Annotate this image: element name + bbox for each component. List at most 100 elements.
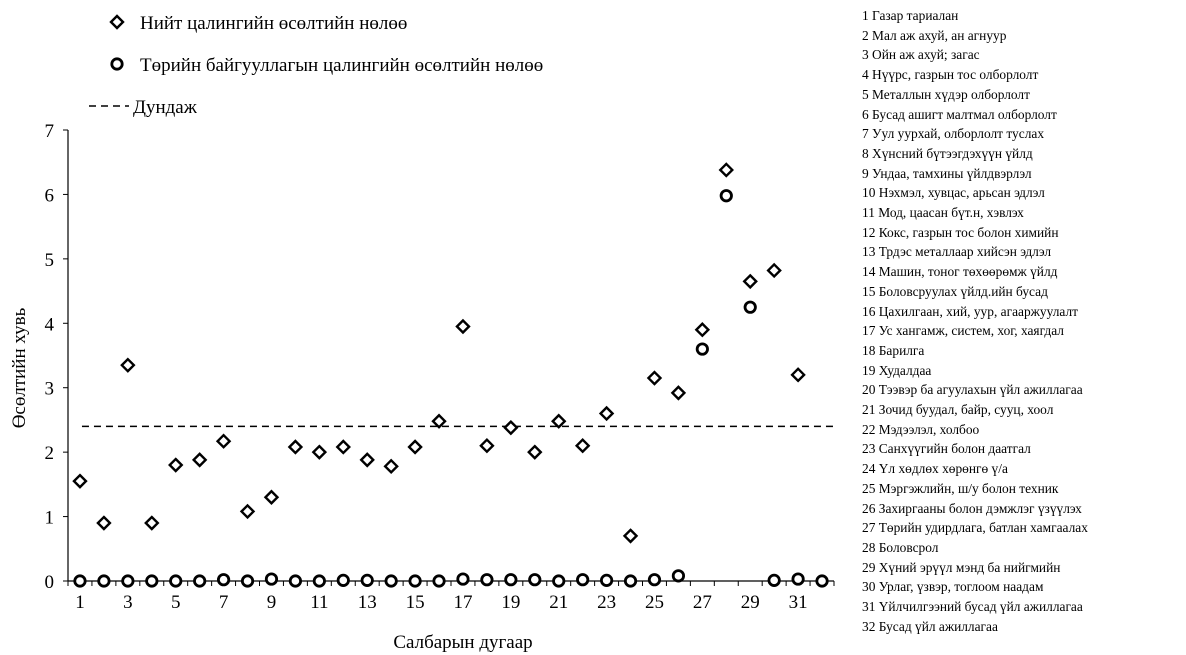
- sector-item: 20 Тээвэр ба агуулахын үйл ажиллагаа: [862, 382, 1083, 398]
- legend-circle-icon: [110, 57, 124, 71]
- y-tick-label: 1: [45, 508, 55, 529]
- y-tick-label: 5: [45, 250, 55, 271]
- circle-point: [504, 573, 518, 587]
- circle-point: [240, 574, 255, 588]
- circle-point: [169, 574, 183, 588]
- circle-point: [145, 574, 159, 588]
- circle-point: [336, 573, 350, 587]
- sector-item: 10 Нэхмэл, хувцас, арьсан эдлэл: [862, 185, 1045, 201]
- x-tick-label: 3: [123, 592, 133, 613]
- sector-item: 28 Боловсрол: [862, 539, 939, 555]
- sector-item: 6 Бусад ашигт малтмал олборлолт: [862, 106, 1057, 122]
- diamond-point: [144, 515, 160, 531]
- circle-point: [528, 573, 542, 587]
- circle-point: [671, 569, 686, 583]
- circle-point: [264, 572, 279, 586]
- diamond-point: [527, 444, 543, 460]
- circle-point: [384, 574, 398, 588]
- diamond-point: [215, 433, 232, 449]
- circle-point: [815, 574, 829, 588]
- diamond-point: [694, 322, 711, 338]
- sector-item: 21 Зочид буудал, байр, сууц, хоол: [862, 402, 1054, 418]
- sector-item: 4 Нүүрс, газрын тос олборлолт: [862, 67, 1039, 83]
- circle-point: [480, 573, 494, 587]
- sector-item: 5 Металлын хүдэр олборлолт: [862, 86, 1030, 102]
- x-tick-label: 15: [406, 592, 425, 613]
- sector-item: 7 Уул уурхай, олборлолт туслах: [862, 126, 1045, 142]
- x-tick-label: 17: [453, 592, 472, 613]
- y-tick-label: 4: [45, 314, 55, 335]
- sector-item: 23 Санхүүгийн болон даатгал: [862, 441, 1031, 457]
- diamond-point: [335, 439, 351, 455]
- circle-point: [767, 573, 781, 587]
- diamond-point: [574, 438, 591, 454]
- diamond-point: [551, 413, 567, 429]
- sector-item: 13 Трдэс металлаар хийсэн эдлэл: [862, 244, 1052, 260]
- y-tick-label: 2: [45, 443, 55, 464]
- sector-item: 16 Цахилгаан, хий, уур, агааржуулалт: [862, 303, 1078, 319]
- diamond-point: [359, 452, 375, 468]
- circle-point: [73, 574, 87, 588]
- sector-item: 8 Хүнсний бүтээгдэхүүн үйлд: [862, 145, 1033, 161]
- sector-item: 25 Мэргэжлийн, ш/у болон техник: [862, 480, 1059, 496]
- diamond-point: [790, 367, 806, 383]
- diamond-point: [431, 413, 447, 429]
- circle-point: [647, 573, 662, 587]
- sector-item: 2 Мал аж ахуй, ан агнуур: [862, 27, 1007, 43]
- y-axis-label: Өсөлтийн хувь: [9, 307, 30, 428]
- x-tick-label: 1: [75, 592, 85, 613]
- diamond-point: [646, 370, 663, 386]
- diamond-point: [168, 457, 184, 473]
- sector-item: 11 Мод, цаасан бүт.н, хэвлэх: [862, 205, 1024, 221]
- legend-label: Дундаж: [133, 97, 198, 118]
- x-axis-label: Салбарын дугаар: [393, 632, 532, 653]
- circle-point: [623, 574, 638, 588]
- x-tick-label: 27: [693, 592, 712, 613]
- diamond-point: [239, 503, 256, 520]
- x-tick-label: 29: [741, 592, 760, 613]
- diamond-point: [718, 162, 734, 178]
- diamond-point: [263, 489, 280, 505]
- y-tick-label: 0: [45, 572, 55, 593]
- y-tick-label: 3: [45, 379, 55, 400]
- diamond-point: [670, 385, 687, 401]
- circle-point: [312, 574, 326, 588]
- circle-point: [552, 574, 566, 588]
- circle-point: [599, 573, 614, 587]
- diamond-point: [287, 439, 304, 455]
- sector-item: 27 Төрийн удирдлага, батлан хамгаалах: [862, 520, 1088, 536]
- circle-point: [288, 574, 303, 588]
- x-tick-label: 19: [501, 592, 520, 613]
- circle-point: [121, 574, 135, 588]
- sector-item: 1 Газар тариалан: [862, 8, 959, 23]
- circle-point: [695, 342, 709, 356]
- sector-item: 22 Мэдээлэл, холбоо: [862, 421, 980, 437]
- circle-point: [193, 574, 207, 588]
- sector-item: 19 Худалдаа: [862, 362, 932, 378]
- diamond-point: [622, 528, 639, 544]
- diamond-point: [503, 419, 519, 436]
- circle-point: [360, 573, 374, 587]
- diamond-point: [96, 515, 112, 531]
- x-tick-label: 11: [310, 592, 328, 613]
- sector-item: 18 Барилга: [862, 342, 925, 358]
- legend-diamond-icon: [109, 14, 125, 30]
- y-tick-label: 7: [45, 121, 55, 142]
- circle-point: [216, 573, 231, 587]
- circle-point: [743, 300, 757, 314]
- diamond-point: [742, 273, 758, 290]
- diamond-point: [311, 444, 328, 460]
- sector-item: 14 Машин, тоног төхөөрөмж үйлд: [862, 264, 1058, 280]
- x-tick-label: 9: [267, 592, 277, 613]
- x-tick-label: 31: [789, 592, 808, 613]
- legend-label: Нийт цалингийн өсөлтийн нөлөө: [140, 13, 407, 34]
- circle-point: [432, 574, 446, 588]
- sector-item: 31 Үйлчилгээний бусад үйл ажиллагаа: [862, 599, 1083, 615]
- diamond-point: [479, 438, 495, 454]
- circle-point: [576, 573, 590, 587]
- x-tick-label: 21: [549, 592, 568, 613]
- x-tick-label: 23: [597, 592, 616, 613]
- sector-item: 26 Захиргааны болон дэмжлэг үзүүлэх: [862, 500, 1082, 516]
